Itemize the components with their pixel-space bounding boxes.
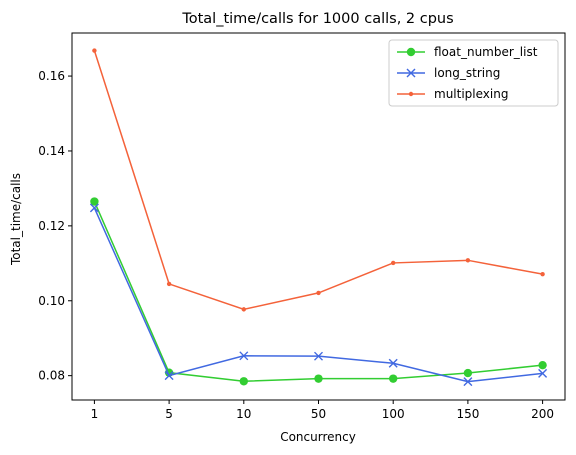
- data-point-stroke: [239, 351, 249, 361]
- data-point: [239, 377, 249, 386]
- x-tick-label: 5: [165, 407, 173, 421]
- data-point: [540, 271, 545, 277]
- legend-item: multiplexing: [397, 87, 508, 101]
- x-tick-label: 150: [456, 407, 479, 421]
- x-tick-label: 100: [382, 407, 405, 421]
- y-axis: 0.08 0.10 0.12 0.14 0.16: [38, 69, 72, 383]
- legend: float_number_list long_string multiplexing: [388, 39, 559, 107]
- y-tick-label: 0.12: [38, 219, 65, 233]
- legend-box: [388, 39, 559, 107]
- data-point: [166, 281, 172, 287]
- data-point: [92, 48, 97, 53]
- x-tick-label: 1: [91, 407, 99, 421]
- data-point: [239, 351, 249, 361]
- plot-area: [89, 48, 548, 387]
- data-point: [388, 358, 398, 368]
- chart-title: Total_time/calls for 1000 calls, 2 cpus: [181, 11, 453, 27]
- legend-marker: [408, 91, 414, 97]
- x-tick-label: 200: [531, 407, 554, 421]
- data-point: [463, 377, 473, 387]
- data-point: [314, 351, 323, 361]
- x-axis: 1 5 10 50 100 150 200: [91, 400, 554, 421]
- data-point-stroke: [388, 358, 398, 368]
- legend-marker-stroke: [406, 68, 416, 78]
- data-point-stroke: [89, 203, 99, 213]
- series-multiplexing: [92, 48, 545, 312]
- data-point: [89, 203, 99, 213]
- legend-label: long_string: [434, 66, 500, 80]
- y-axis-title: Total_time/calls: [9, 173, 23, 266]
- data-point-stroke: [314, 351, 323, 361]
- legend-marker: [406, 47, 416, 57]
- data-point: [316, 290, 321, 296]
- data-point-stroke: [164, 371, 174, 381]
- y-tick-label: 0.08: [38, 369, 65, 383]
- data-point: [314, 374, 323, 383]
- data-point: [241, 307, 247, 312]
- legend-label: float_number_list: [434, 45, 538, 59]
- y-tick-label: 0.10: [38, 294, 65, 308]
- data-point-stroke: [463, 377, 473, 387]
- data-point: [538, 360, 547, 370]
- x-tick-label: 50: [311, 407, 326, 421]
- series-long_string: [89, 203, 548, 387]
- data-point-stroke: [538, 368, 548, 378]
- data-point: [90, 197, 99, 206]
- data-point: [390, 260, 396, 266]
- series-float_number_list: [90, 197, 547, 386]
- x-axis-title: Concurrency: [280, 430, 356, 444]
- legend-marker: [406, 68, 416, 78]
- data-point: [164, 371, 174, 381]
- data-point: [538, 368, 548, 378]
- legend-item: long_string: [397, 66, 500, 80]
- data-point: [463, 368, 473, 378]
- data-point: [465, 258, 471, 263]
- y-tick-label: 0.16: [38, 69, 65, 83]
- x-tick-label: 10: [236, 407, 251, 421]
- data-point: [388, 374, 398, 383]
- legend-item: float_number_list: [397, 45, 538, 59]
- legend-label: multiplexing: [434, 87, 508, 101]
- y-tick-label: 0.14: [38, 144, 65, 158]
